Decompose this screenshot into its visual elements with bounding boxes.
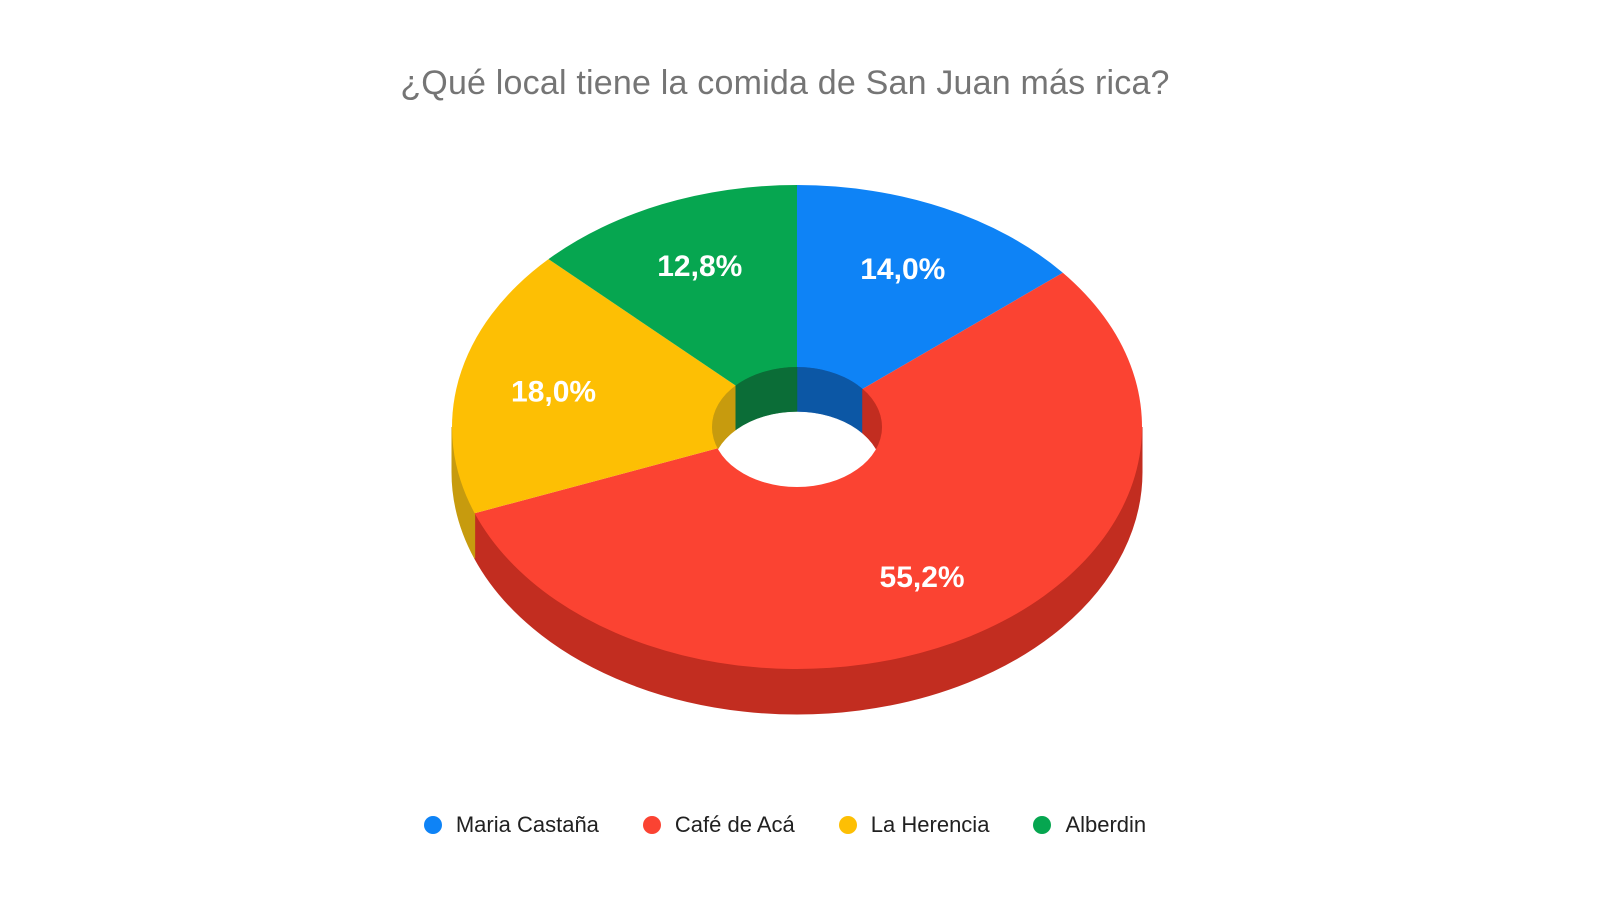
legend-swatch-icon (1033, 816, 1052, 834)
legend-label: La Herencia (870, 812, 990, 837)
legend-swatch-icon (838, 816, 857, 834)
pie-hole-bottom (712, 411, 882, 487)
legend-swatch-icon (642, 816, 661, 834)
pie-slice-value-label: 12,8% (657, 250, 742, 283)
legend-item-0: Maria Castaña (423, 812, 599, 838)
legend-item-2: La Herencia (838, 812, 990, 838)
pie-slice-2 (452, 259, 797, 514)
legend-label: Café de Acá (674, 812, 795, 837)
legend-item-3: Alberdin (1033, 812, 1146, 838)
legend-label: Alberdin (1065, 812, 1147, 837)
legend-item-1: Café de Acá (642, 812, 795, 838)
pie-slice-value-label: 18,0% (511, 376, 596, 409)
pie-slice-3 (548, 185, 797, 427)
legend-label: Maria Castaña (455, 812, 599, 837)
pie-slice-side-2 (451, 426, 476, 559)
pie-value-labels: 14,0% 55,2% 18,0% 12,8% (511, 250, 965, 594)
pie-top-surface (452, 185, 1143, 669)
chart-title: ¿Qué local tiene la comida de San Juan m… (400, 64, 1170, 102)
legend-swatch-icon (423, 816, 442, 834)
chart-legend: Maria Castaña Café de Acá La Herencia Alber… (0, 812, 1570, 838)
pie-slice-value-label: 14,0% (860, 253, 945, 286)
pie-hole (712, 367, 882, 487)
pie-slice-0 (797, 185, 1063, 427)
pie-slice-value-label: 55,2% (880, 561, 965, 594)
